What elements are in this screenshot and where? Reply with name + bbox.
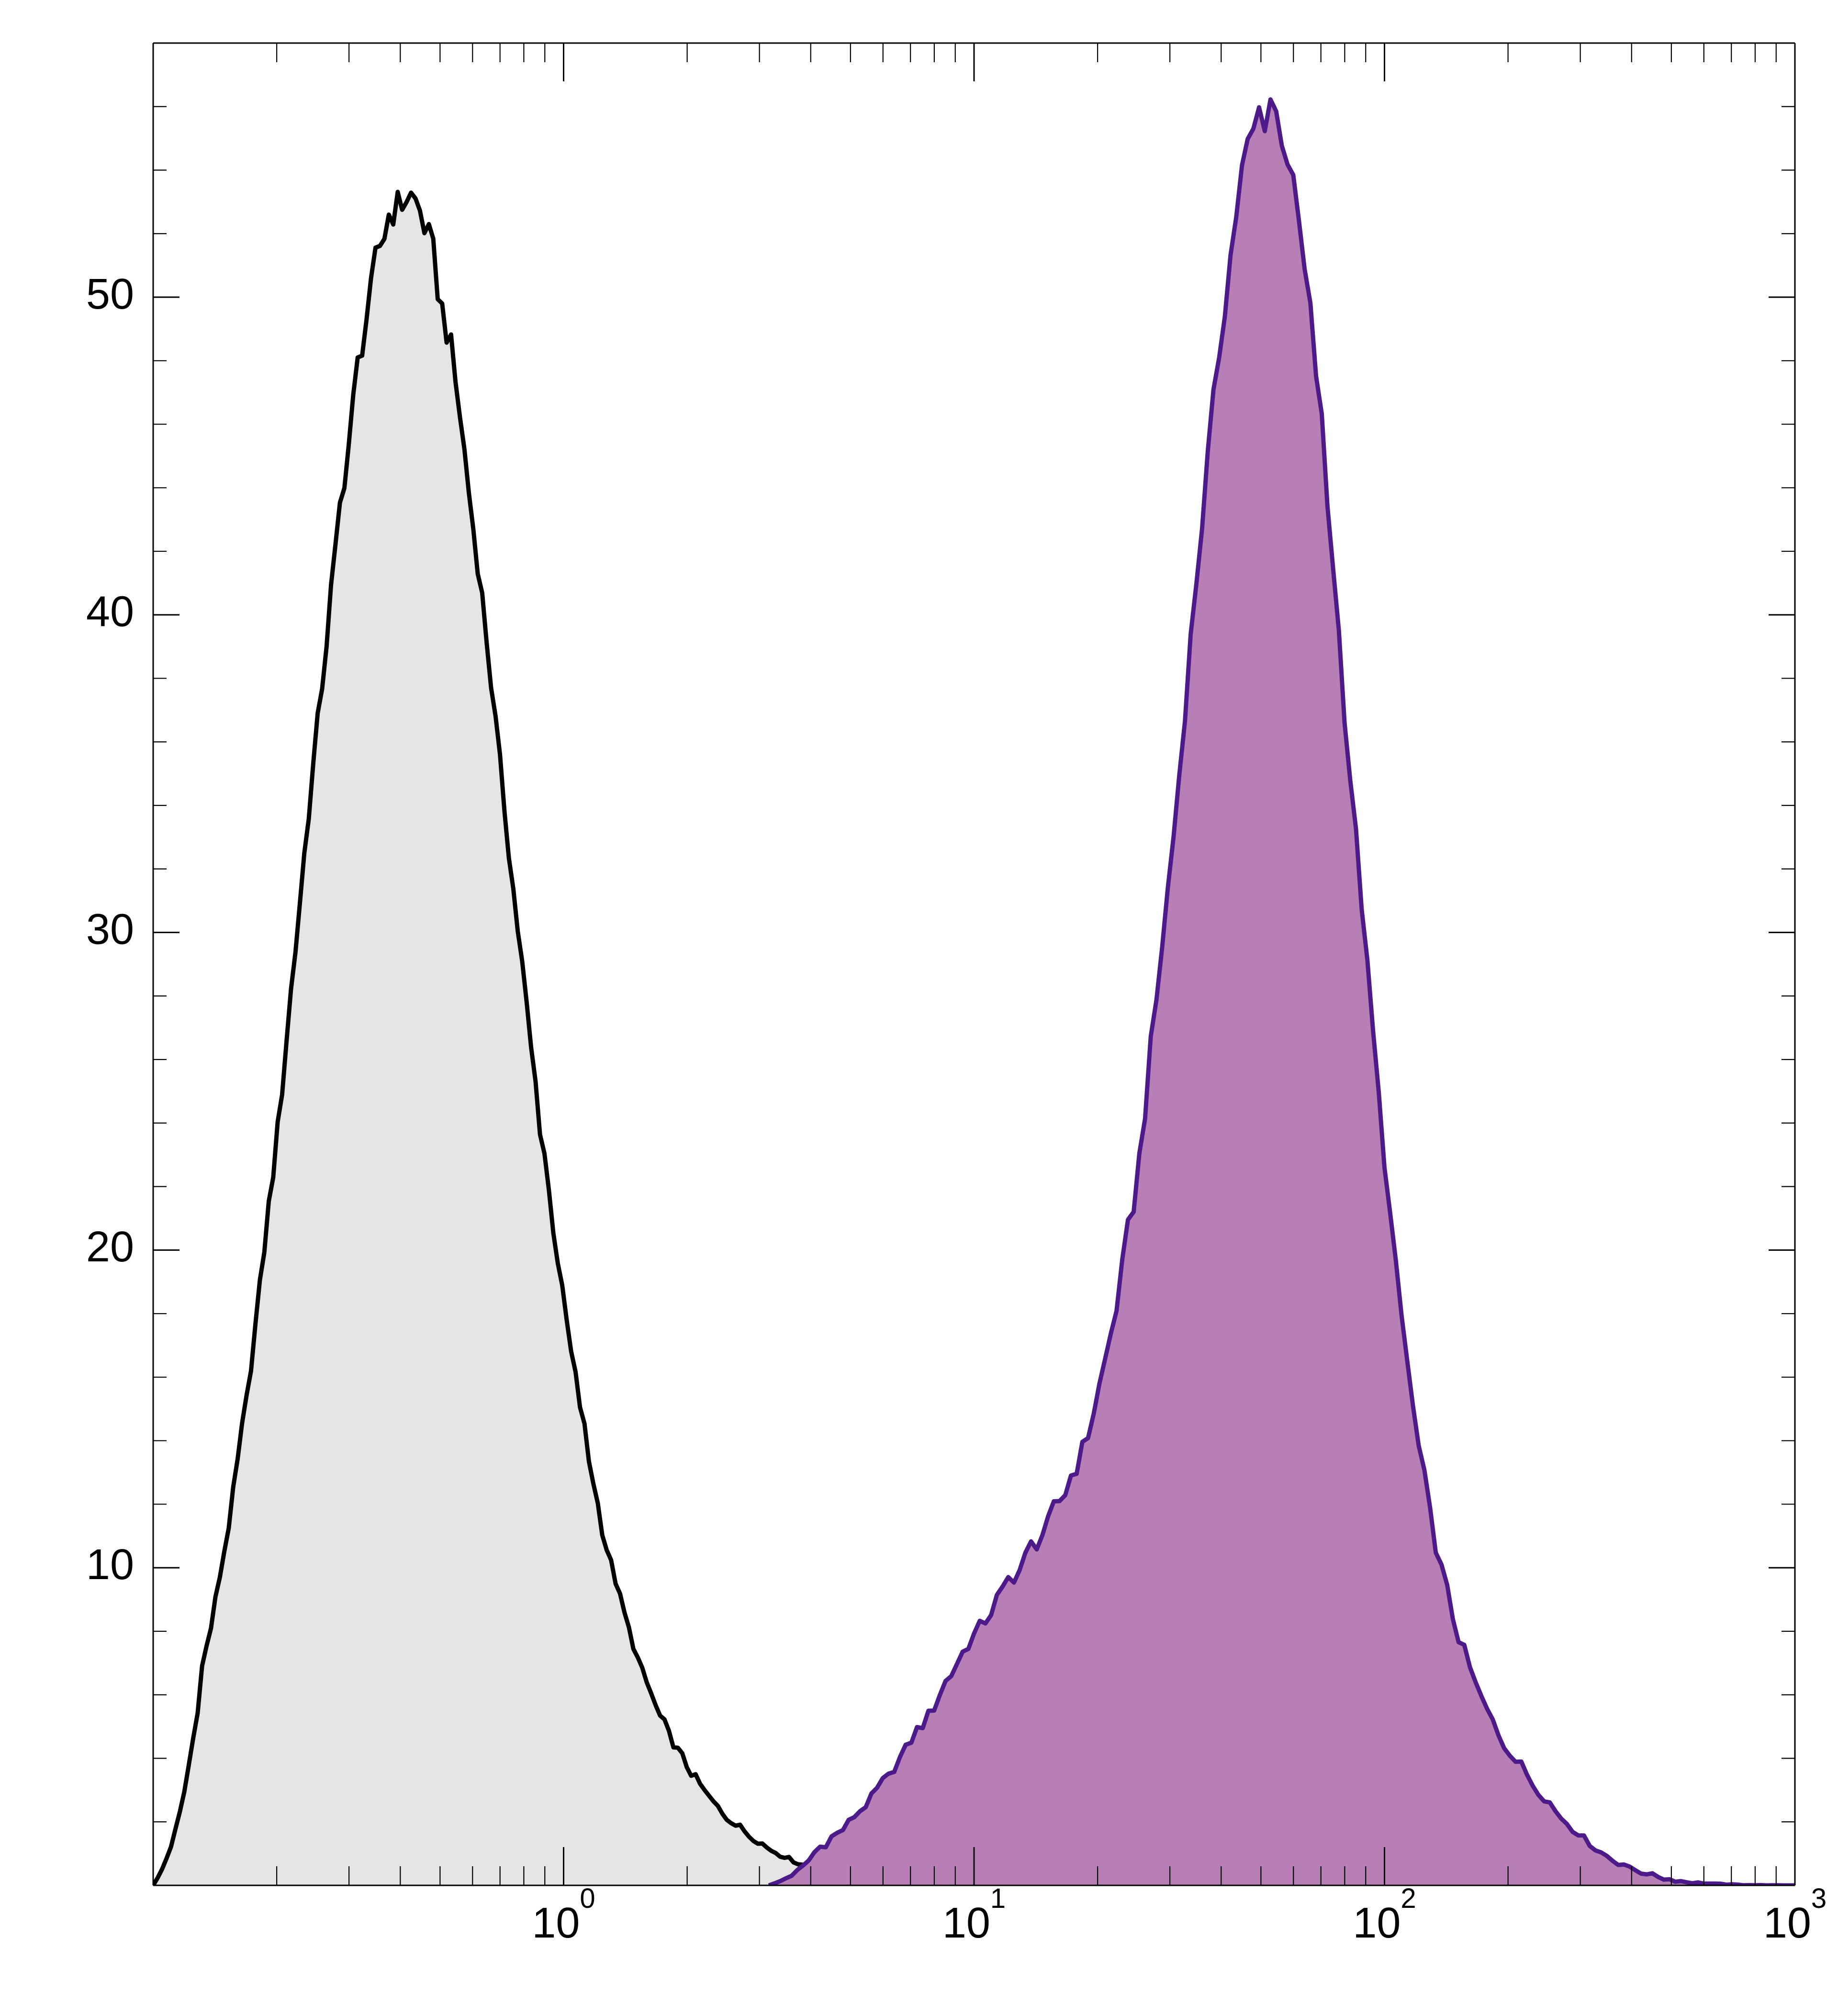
y-tick-label: 40 bbox=[86, 588, 134, 636]
flow-histogram-chart: 1001011021031020304050 bbox=[0, 0, 1838, 2016]
y-tick-label: 20 bbox=[86, 1223, 134, 1271]
y-tick-label: 10 bbox=[86, 1541, 134, 1589]
y-tick-label: 50 bbox=[86, 270, 134, 318]
y-tick-label: 30 bbox=[86, 905, 134, 953]
